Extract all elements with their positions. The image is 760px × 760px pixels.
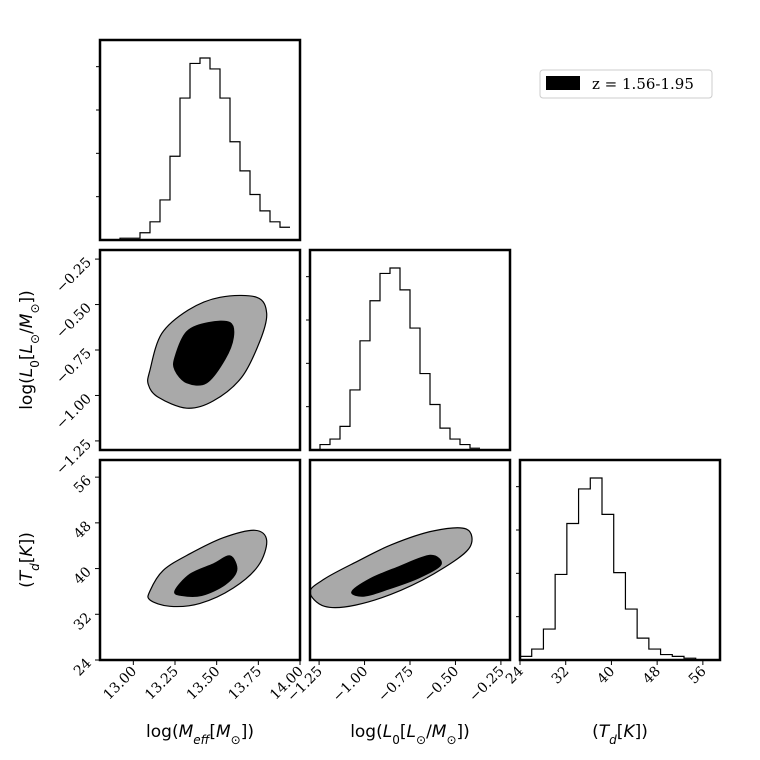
x-tick-label: 56 xyxy=(686,663,710,687)
legend-frame xyxy=(539,69,713,99)
histogram-line xyxy=(310,267,480,451)
y-axis-label: (Td[K]) xyxy=(17,532,42,588)
legend: z = 1.56-1.95 xyxy=(539,69,713,99)
inner-contour xyxy=(174,555,238,598)
y-tick-label: 56 xyxy=(71,473,95,497)
inner-contour xyxy=(351,554,442,597)
y-tick-label: 32 xyxy=(71,610,95,634)
panel-frame xyxy=(98,38,302,242)
contour-panel-0 xyxy=(98,248,302,452)
x-axis-label: log(Meff[M⊙]) xyxy=(146,722,254,747)
y-tick-label: −0.25 xyxy=(53,255,95,297)
x-tick-label: −0.25 xyxy=(466,664,508,706)
x-tick-label: 13.25 xyxy=(142,664,182,704)
x-axis-label: log(L0[L⊙/M⊙]) xyxy=(350,722,470,747)
hist-panel-0 xyxy=(96,38,302,242)
y-tick-label: −0.75 xyxy=(53,346,95,388)
panel-frame xyxy=(308,248,512,452)
outer-contour xyxy=(309,527,473,609)
legend-swatch xyxy=(546,76,580,90)
x-tick-label: 13.75 xyxy=(225,664,265,704)
x-tick-label: 40 xyxy=(594,664,618,688)
x-tick-label: −1.00 xyxy=(330,664,372,706)
x-axis-label: (Td[K]) xyxy=(592,722,648,747)
y-tick-label: −1.25 xyxy=(53,436,95,478)
legend-label: z = 1.56-1.95 xyxy=(592,75,694,93)
panel-frame xyxy=(98,458,302,662)
hist-panel-2 xyxy=(516,458,722,662)
x-tick-label: −0.75 xyxy=(375,664,417,706)
y-tick-label: −1.00 xyxy=(53,391,95,433)
panel-frame xyxy=(518,458,722,662)
x-tick-label: 48 xyxy=(640,664,664,688)
y-tick-label: −0.50 xyxy=(53,300,95,342)
contour-panel-2 xyxy=(308,458,512,662)
y-tick-label: 40 xyxy=(71,564,95,588)
x-tick-label: −0.50 xyxy=(421,664,463,706)
x-tick-label: 13.50 xyxy=(184,664,224,704)
x-tick-label: 24 xyxy=(503,663,527,687)
y-tick-label: 48 xyxy=(71,518,95,542)
histogram-line xyxy=(100,57,290,241)
contour-panel-1 xyxy=(98,458,302,662)
y-axis-label: log(L0[L⊙/M⊙]) xyxy=(17,290,42,410)
inner-contour xyxy=(172,320,235,386)
x-tick-label: 32 xyxy=(549,664,573,688)
histogram-line xyxy=(519,477,708,661)
hist-panel-1 xyxy=(306,248,512,452)
x-tick-label: 13.00 xyxy=(100,664,140,704)
y-tick-label: 24 xyxy=(71,655,95,679)
